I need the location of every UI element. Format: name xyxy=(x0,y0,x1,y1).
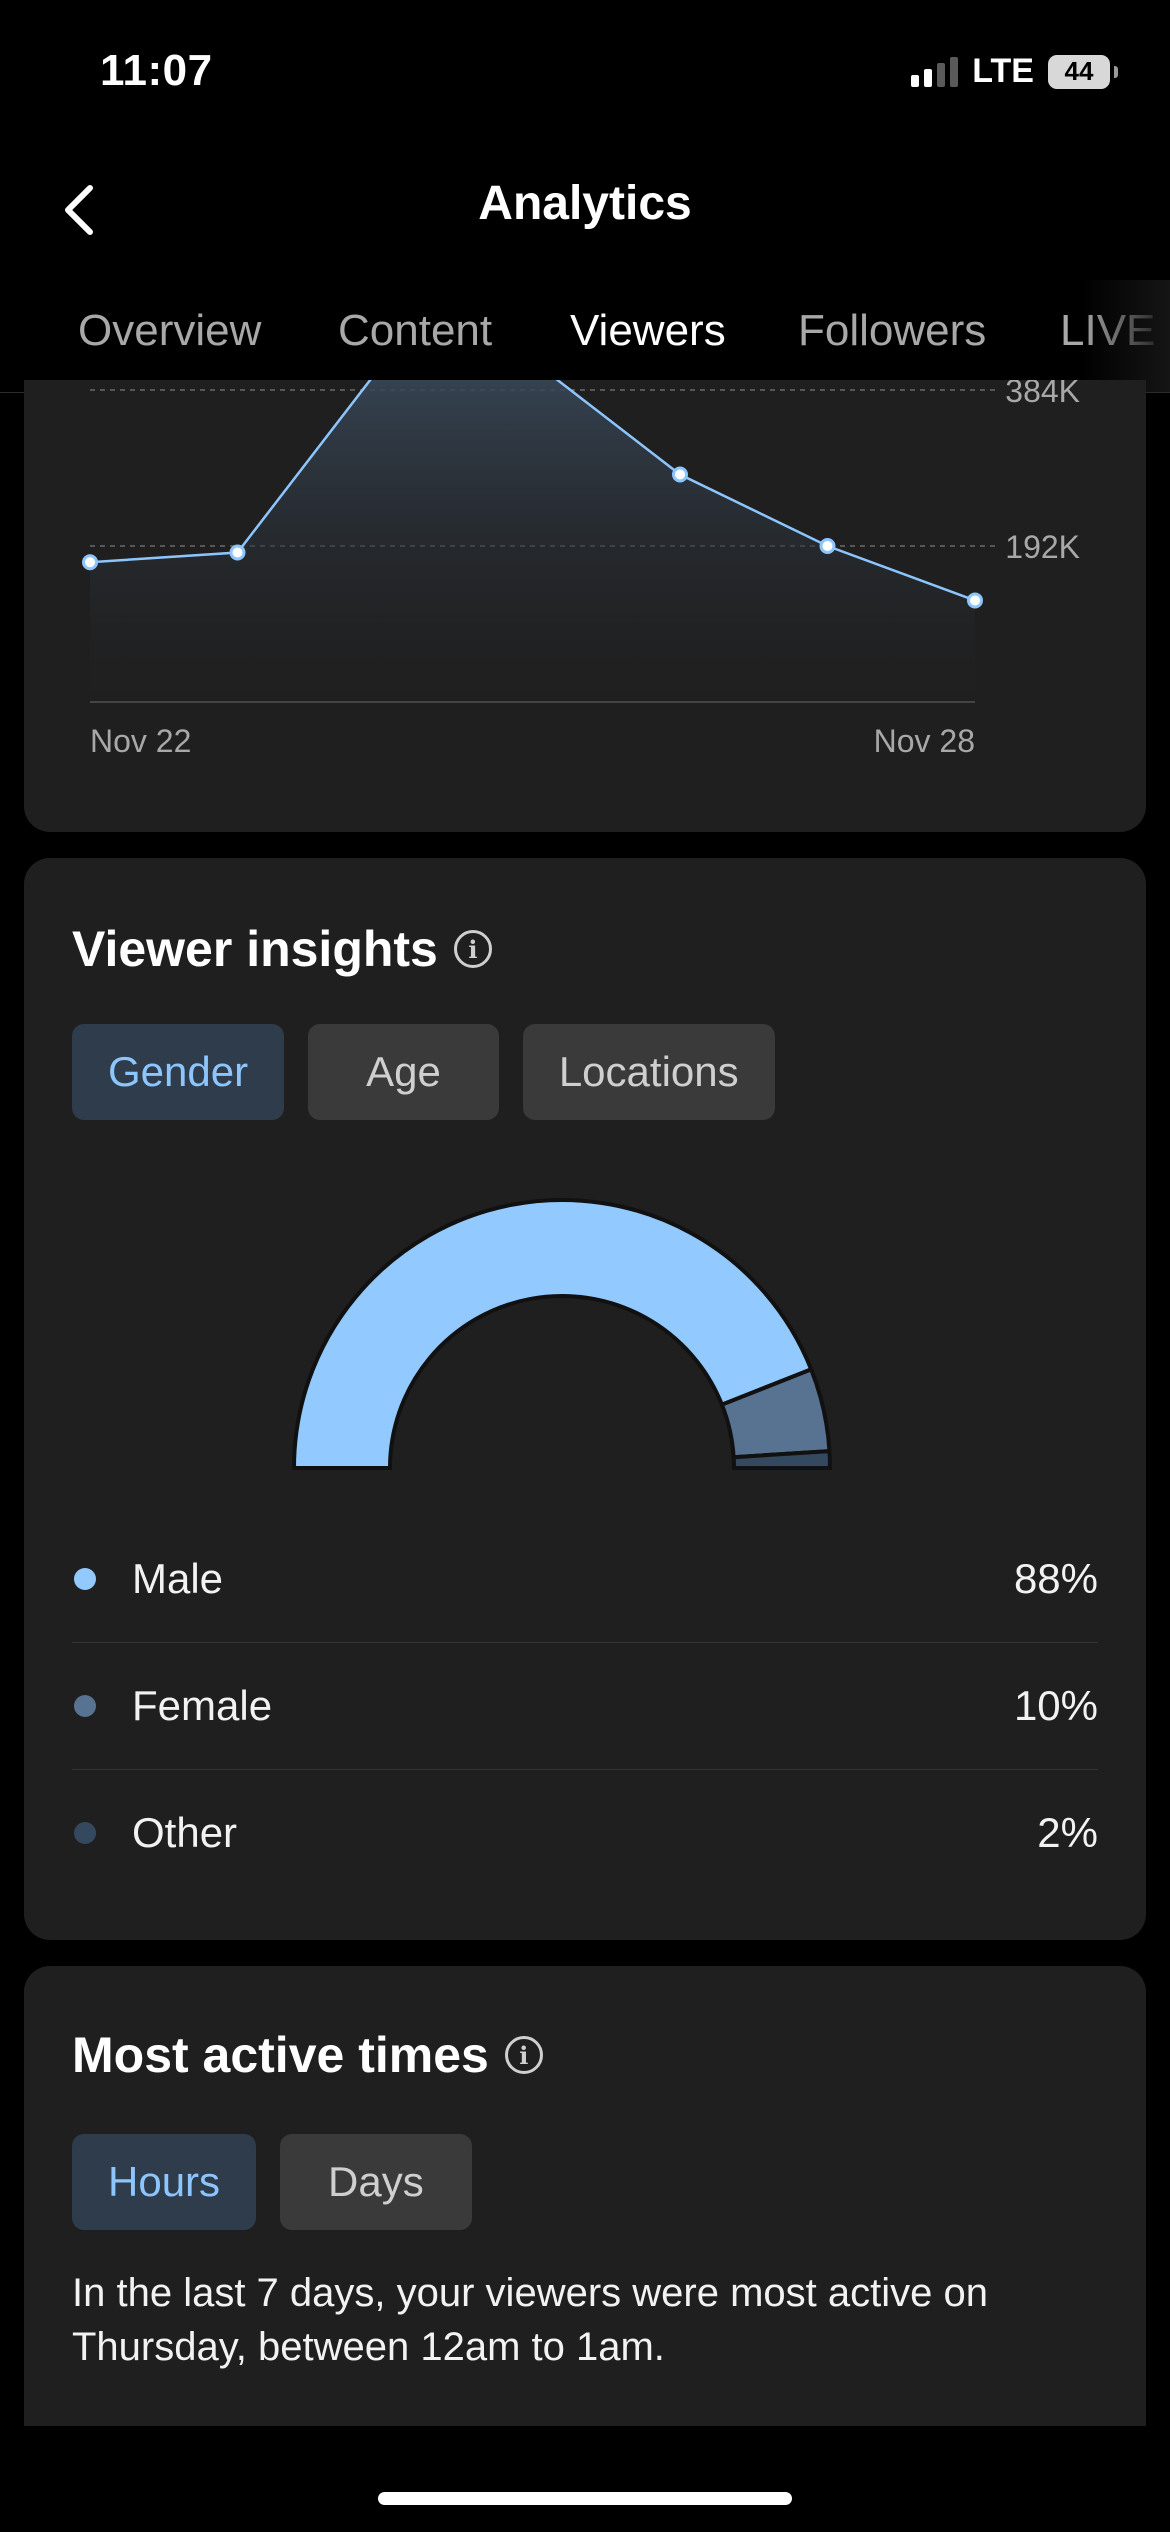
legend-value: 10% xyxy=(1013,1682,1098,1729)
info-icon[interactable]: i xyxy=(504,2036,543,2074)
other-dot-icon xyxy=(74,1822,96,1844)
male-dot-icon xyxy=(74,1568,96,1590)
most-active-times-header: Most active times i xyxy=(72,2026,543,2084)
legend-value: 2% xyxy=(1037,1809,1098,1856)
gender-half-donut-chart xyxy=(291,1198,833,1470)
info-icon[interactable]: i xyxy=(453,930,492,968)
insights-filter-chips: Gender Age Locations xyxy=(72,1024,775,1120)
home-indicator[interactable] xyxy=(378,2492,792,2505)
donut-slice-other[interactable] xyxy=(731,1449,833,1470)
tab-content[interactable]: Content xyxy=(338,306,493,355)
viewers-chart-card: 192K 384K Nov 22 Nov 28 xyxy=(24,380,1146,832)
legend-row-female: Female 10% xyxy=(72,1643,1098,1770)
status-bar: 11:07 LTE 44 xyxy=(0,0,1170,140)
tab-followers[interactable]: Followers xyxy=(798,306,987,355)
data-point[interactable] xyxy=(819,538,836,554)
network-type: LTE xyxy=(972,52,1034,90)
chip-hours[interactable]: Hours xyxy=(72,2134,257,2230)
tab-overview[interactable]: Overview xyxy=(78,306,262,355)
x-tick-label: Nov 28 xyxy=(874,723,975,759)
legend-row-male: Male 88% xyxy=(72,1516,1098,1643)
most-active-times-card: Most active times i Hours Days In the la… xyxy=(24,1966,1146,2426)
data-point[interactable] xyxy=(229,544,246,561)
legend-label: Other xyxy=(132,1809,238,1856)
legend-label: Male xyxy=(132,1555,224,1602)
viewer-insights-title: Viewer insights xyxy=(72,921,438,977)
chip-days[interactable]: Days xyxy=(280,2134,472,2230)
y-tick-label: 384K xyxy=(1005,380,1080,409)
times-filter-chips: Hours Days xyxy=(72,2134,472,2230)
gender-legend: Male 88% Female 10% Other 2% xyxy=(72,1516,1098,1896)
signal-icon xyxy=(911,56,959,87)
viewer-insights-header: Viewer insights i xyxy=(72,920,492,978)
back-chevron-icon[interactable] xyxy=(48,180,108,240)
most-active-times-title: Most active times xyxy=(72,2027,489,2083)
tab-bar: Overview Content Viewers Followers LIVE xyxy=(0,280,1170,393)
chip-gender[interactable]: Gender xyxy=(72,1024,285,1120)
viewer-insights-card: Viewer insights i Gender Age Locations M… xyxy=(24,858,1146,1940)
legend-value: 88% xyxy=(1013,1555,1098,1602)
data-point[interactable] xyxy=(82,554,98,571)
nav-bar: Analytics xyxy=(0,150,1170,270)
chart-area-fill xyxy=(90,380,975,702)
legend-row-other: Other 2% xyxy=(72,1770,1098,1896)
battery-icon: 44 xyxy=(1048,54,1118,89)
legend-label: Female xyxy=(132,1682,273,1729)
page-title: Analytics xyxy=(478,177,692,230)
x-tick-label: Nov 22 xyxy=(90,723,191,759)
tab-viewers[interactable]: Viewers xyxy=(570,306,726,355)
data-point[interactable] xyxy=(672,466,688,483)
data-point[interactable] xyxy=(967,592,983,609)
female-dot-icon xyxy=(74,1695,96,1717)
donut-slice-male[interactable] xyxy=(291,1198,814,1470)
status-time: 11:07 xyxy=(100,46,213,95)
tab-scroll-fade xyxy=(1080,280,1170,392)
status-indicators: LTE 44 xyxy=(911,52,1118,91)
chip-age[interactable]: Age xyxy=(308,1024,499,1120)
chip-locations[interactable]: Locations xyxy=(522,1024,775,1120)
y-tick-label: 192K xyxy=(1005,529,1080,565)
most-active-times-description: In the last 7 days, your viewers were mo… xyxy=(72,2271,988,2369)
viewers-area-chart: 192K 384K Nov 22 Nov 28 xyxy=(82,380,1080,759)
